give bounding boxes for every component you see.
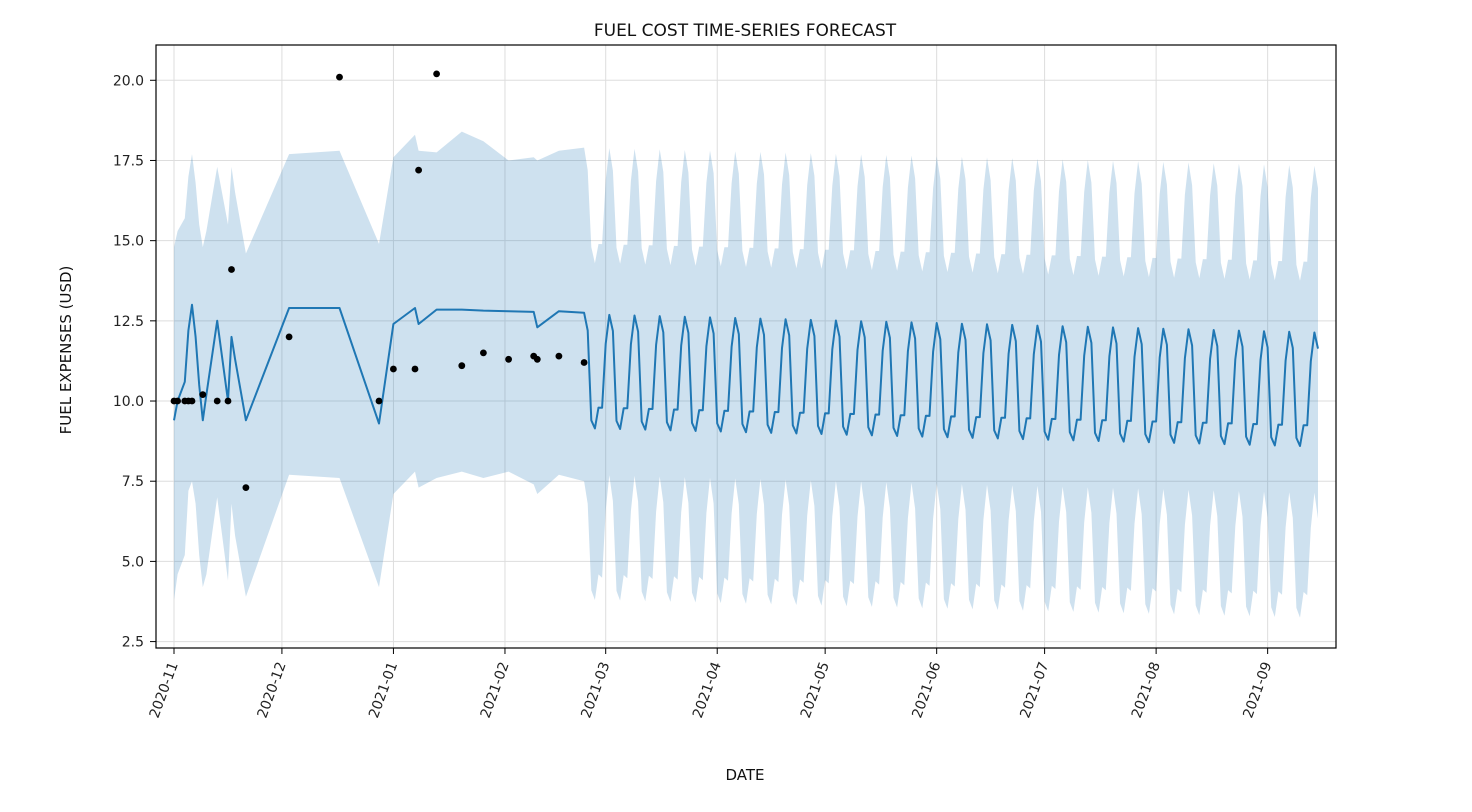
x-tick-label: 2021-05: [798, 660, 833, 720]
observed-point: [199, 391, 207, 398]
uncertainty-band-layer: [174, 131, 1318, 618]
observed-point: [458, 362, 466, 370]
y-tick-label: 12.5: [113, 314, 144, 330]
forecast-line: [173, 303, 1319, 447]
y-tick-label: 7.5: [122, 474, 144, 490]
uncertainty-band: [174, 131, 1318, 618]
x-tick-label: 2021-08: [1129, 660, 1164, 720]
y-tick-label: 10.0: [113, 394, 144, 410]
x-axis-ticks: 2020-11 2020-12 2021-01 2021-02 2021-03 2021-…: [147, 648, 1275, 721]
x-tick-label: 2021-01: [366, 660, 401, 720]
observed-point: [580, 359, 588, 366]
observed-point: [228, 266, 235, 273]
plot-frame: [155, 44, 1337, 649]
observed-points-layer: [170, 70, 588, 491]
observed-point: [174, 397, 182, 405]
observed-point: [224, 397, 232, 405]
observed-point: [336, 73, 343, 81]
x-axis-title: DATE: [725, 766, 764, 784]
x-tick-label: 2021-04: [690, 660, 725, 721]
x-tick-label: 2021-07: [1017, 660, 1052, 720]
y-tick-label: 20.0: [113, 73, 144, 89]
observed-point: [505, 355, 512, 363]
y-tick-label: 2.5: [122, 635, 144, 651]
observed-point: [433, 70, 440, 78]
chart-title: FUEL COST TIME-SERIES FORECAST: [594, 21, 897, 41]
y-tick-label: 15.0: [113, 234, 144, 250]
x-tick-label: 2020-12: [255, 660, 290, 720]
observed-point: [375, 397, 383, 405]
observed-point: [213, 397, 221, 405]
x-tick-label: 2021-03: [578, 660, 613, 720]
y-axis-title: FUEL EXPENSES (USD): [57, 266, 75, 435]
observed-point: [533, 355, 541, 363]
observed-point: [242, 484, 250, 491]
x-tick-label: 2020-11: [147, 660, 182, 720]
y-tick-label: 5.0: [122, 554, 144, 570]
observed-point: [415, 166, 422, 174]
x-tick-label: 2021-09: [1240, 660, 1275, 720]
x-tick-label: 2021-06: [909, 660, 944, 721]
observed-point: [390, 365, 397, 373]
observed-point: [285, 333, 293, 341]
y-tick-label: 17.5: [113, 153, 144, 169]
observed-point: [555, 352, 563, 360]
x-tick-label: 2021-02: [478, 660, 513, 720]
grid-layer: [156, 45, 1336, 648]
y-axis-ticks: 2.5 5.0 7.5 10.0 12.5 15.0 17.5 20.0: [113, 73, 156, 651]
forecast-line-layer: [173, 303, 1319, 447]
observed-point: [188, 397, 196, 405]
observed-point: [411, 365, 419, 373]
observed-point: [480, 349, 487, 357]
